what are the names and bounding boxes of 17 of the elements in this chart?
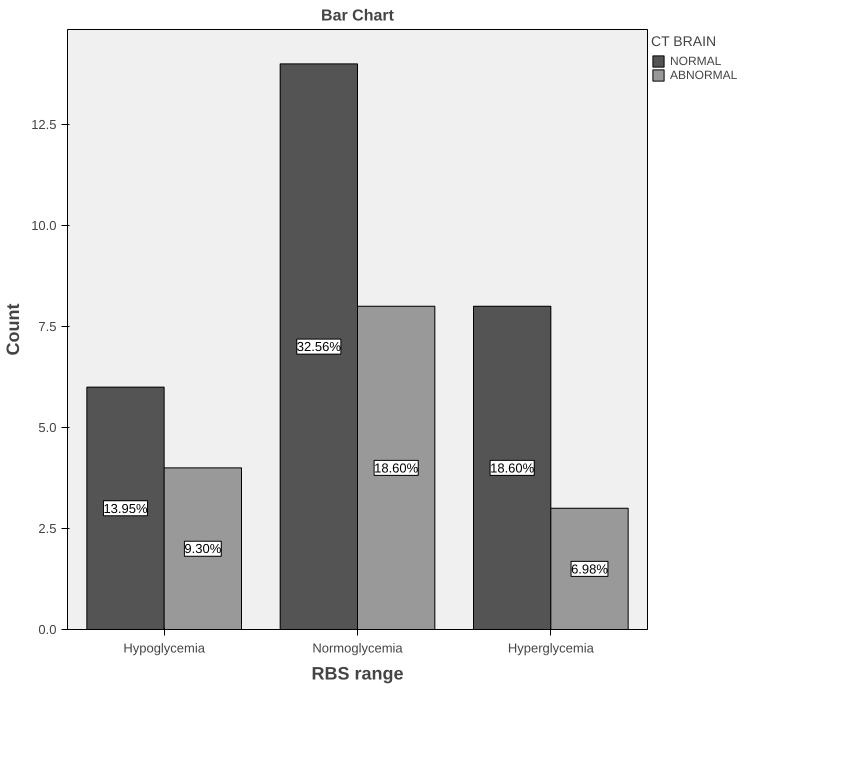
x-axis-title: RBS range xyxy=(311,664,404,684)
legend-label: ABNORMAL xyxy=(670,68,738,82)
annotation: 9.30% xyxy=(184,541,222,556)
legend-title: CT BRAIN xyxy=(651,33,718,49)
x-tick-label: Hypoglycemia xyxy=(123,640,206,656)
y-tick-label: 5.0 xyxy=(38,420,57,435)
y-tick-label: 7.5 xyxy=(38,318,57,334)
y-tick-label: 12.5 xyxy=(31,116,57,132)
y-tick-label: 0.0 xyxy=(38,622,57,637)
chart-title: Bar Chart xyxy=(321,8,395,24)
x-tick-label: Hyperglycemia xyxy=(508,640,595,656)
annotation: 6.98% xyxy=(571,561,608,576)
y-axis-title: Count xyxy=(3,304,24,356)
y-tick-label: 2.5 xyxy=(38,520,57,536)
x-tick-label: Normoglycemia xyxy=(312,640,404,656)
y-tick-label: 10.0 xyxy=(31,218,57,233)
legend-label: NORMAL xyxy=(670,54,722,68)
